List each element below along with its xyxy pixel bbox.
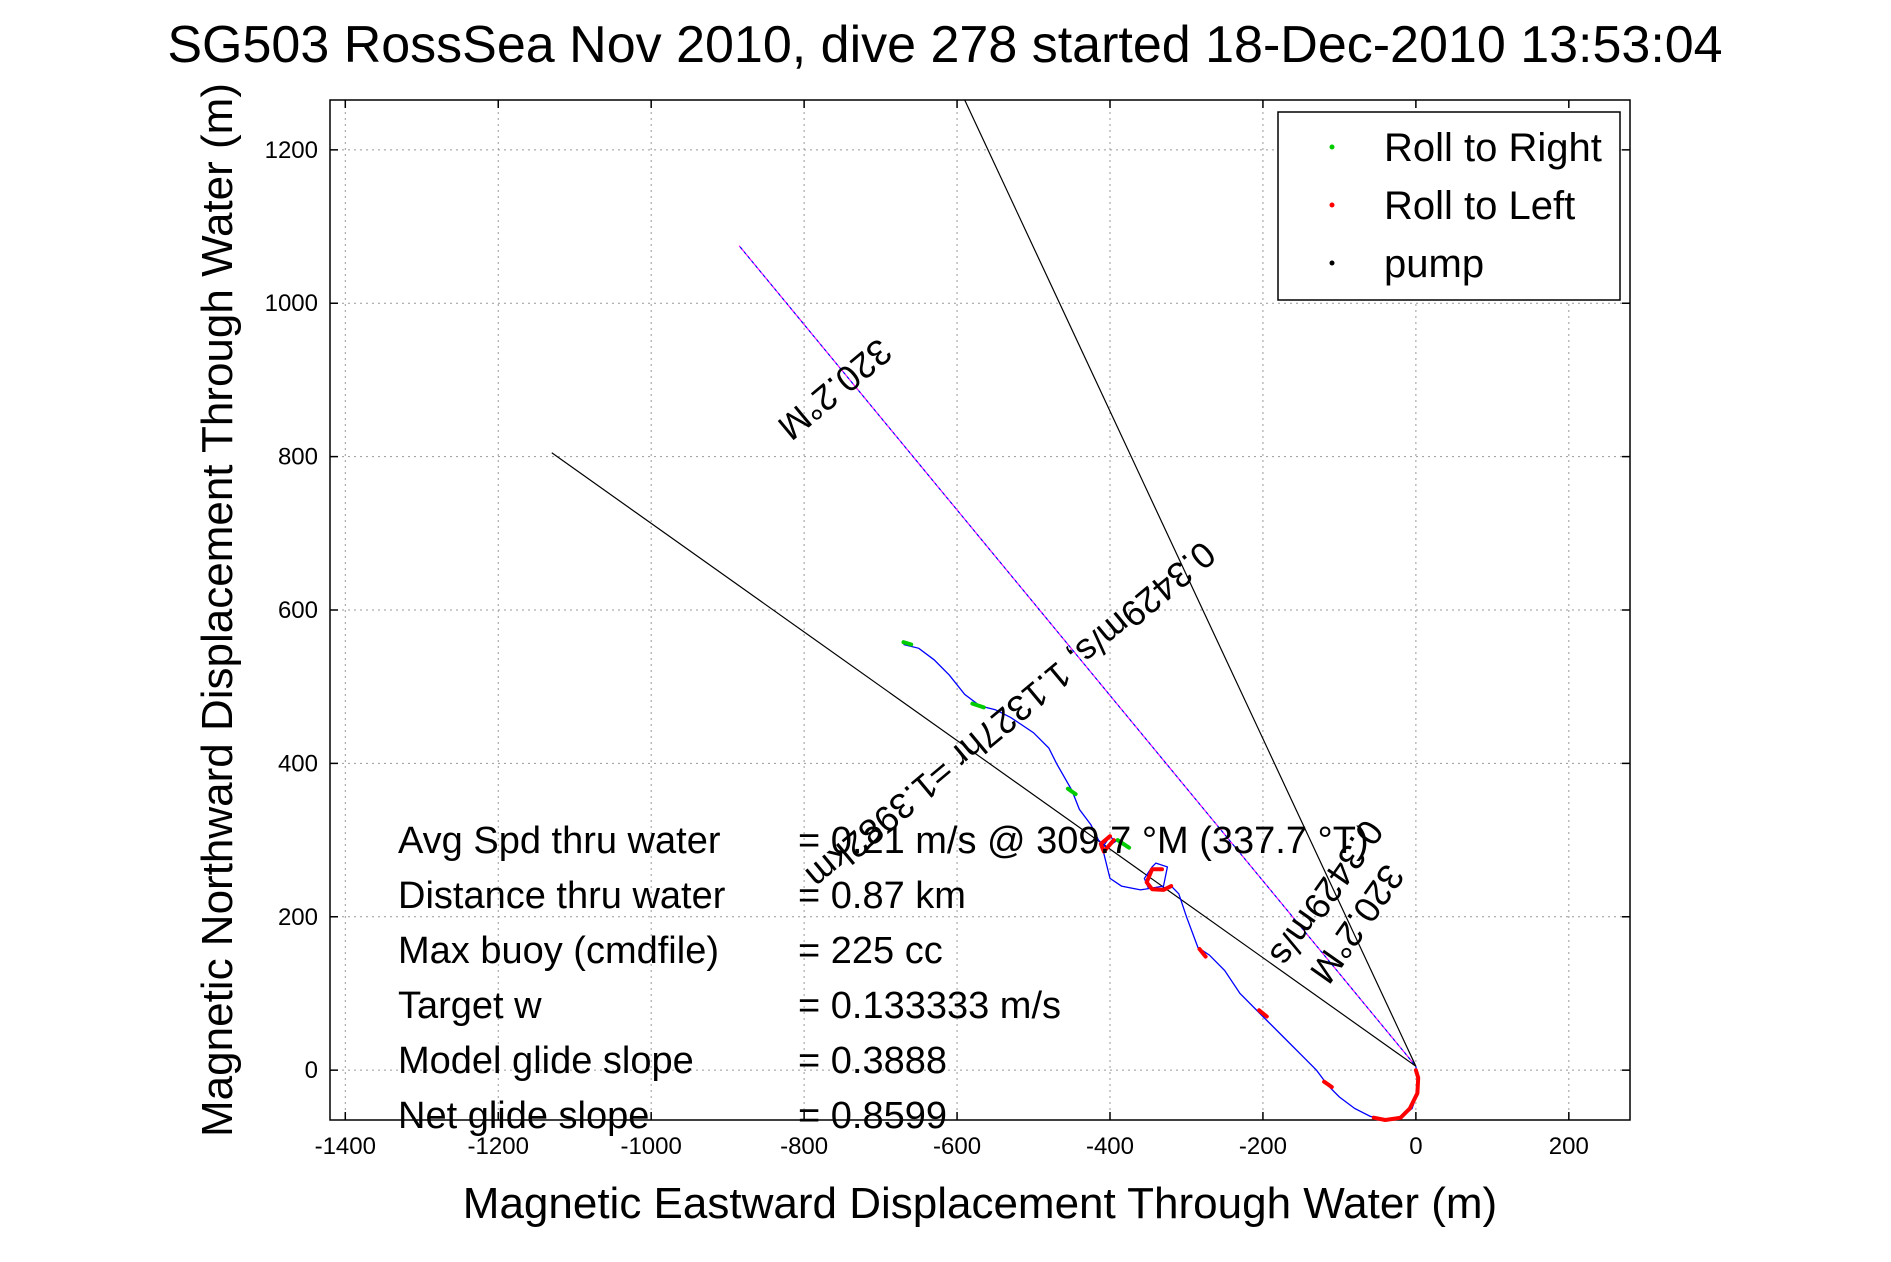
axis-ticks: -1400 -1200 -1000 -800 -600 -400 -200 0 200 0 200 4… (265, 100, 1630, 1160)
reference-line-4 (964, 99, 1417, 1067)
x-tick-label: -200 (1239, 1133, 1287, 1160)
roll-right-segment (970, 701, 986, 710)
stats-block: Avg Spd thru water = 0.21 m/s @ 309.7 °M … (398, 820, 1369, 1137)
x-tick-label: -1400 (315, 1133, 376, 1160)
x-tick-label: -1000 (620, 1133, 681, 1160)
y-axis-label: Magnetic Northward Displacement Through … (193, 83, 242, 1137)
roll-left-segment (1322, 1079, 1334, 1089)
x-tick-label: -1200 (468, 1133, 529, 1160)
x-tick-label: 200 (1549, 1133, 1589, 1160)
legend-box (1277, 111, 1621, 301)
legend-marker (1329, 202, 1335, 208)
stat-label: Avg Spd thru water (398, 820, 721, 862)
roll-left-segment (1197, 947, 1208, 959)
glider-track (901, 640, 1421, 1122)
y-tick-label: 800 (278, 444, 318, 471)
stat-value: = 0.87 km (798, 875, 966, 917)
y-tick-label: 200 (278, 904, 318, 931)
reference-line-3 (551, 452, 1417, 1067)
roll-left-segment (1144, 867, 1174, 892)
roll-left-segment (1371, 1068, 1421, 1122)
stat-value: = 225 cc (798, 930, 943, 972)
stat-value: = 0.133333 m/s (798, 985, 1061, 1027)
track-line (903, 643, 1419, 1121)
x-tick-label: -800 (780, 1133, 828, 1160)
stat-label: Target w (398, 985, 542, 1027)
x-axis-label: Magnetic Eastward Displacement Through W… (463, 1179, 1497, 1228)
y-tick-label: 1000 (265, 290, 318, 317)
legend-label: Roll to Left (1384, 184, 1575, 228)
line-annotation: 320.2°M (770, 331, 900, 449)
y-tick-label: 600 (278, 597, 318, 624)
legend-label: Roll to Right (1384, 126, 1602, 170)
roll-left-segment (1257, 1008, 1269, 1019)
legend-marker (1329, 260, 1335, 266)
reference-line-2 (738, 245, 1417, 1067)
stat-label: Net glide slope (398, 1095, 649, 1137)
roll-right-segment (1065, 786, 1078, 797)
roll-right-segment (1115, 838, 1132, 850)
roll-right-segment (901, 640, 914, 647)
y-tick-label: 1200 (265, 137, 318, 164)
x-tick-label: -600 (933, 1133, 981, 1160)
x-tick-label: -400 (1086, 1133, 1134, 1160)
legend: Roll to Right Roll to Left pump (1277, 111, 1621, 301)
legend-label: pump (1384, 242, 1484, 286)
stat-value: = 0.3888 (798, 1040, 947, 1082)
stat-value: = 0.21 m/s @ 309.7 °M (337.7 °T) (798, 820, 1369, 862)
stat-label: Max buoy (cmdfile) (398, 930, 719, 972)
roll-left-segment (1098, 834, 1116, 854)
stat-value: = 0.8599 (798, 1095, 947, 1137)
legend-marker (1329, 144, 1335, 150)
stat-label: Distance thru water (398, 875, 726, 917)
reference-lines (551, 99, 1417, 1067)
y-tick-label: 0 (305, 1057, 318, 1084)
stat-label: Model glide slope (398, 1040, 694, 1082)
y-tick-label: 400 (278, 750, 318, 777)
chart-title: SG503 RossSea Nov 2010, dive 278 started… (167, 16, 1722, 74)
x-tick-label: 0 (1409, 1133, 1422, 1160)
